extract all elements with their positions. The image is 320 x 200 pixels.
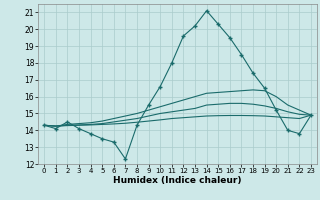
X-axis label: Humidex (Indice chaleur): Humidex (Indice chaleur)	[113, 176, 242, 185]
